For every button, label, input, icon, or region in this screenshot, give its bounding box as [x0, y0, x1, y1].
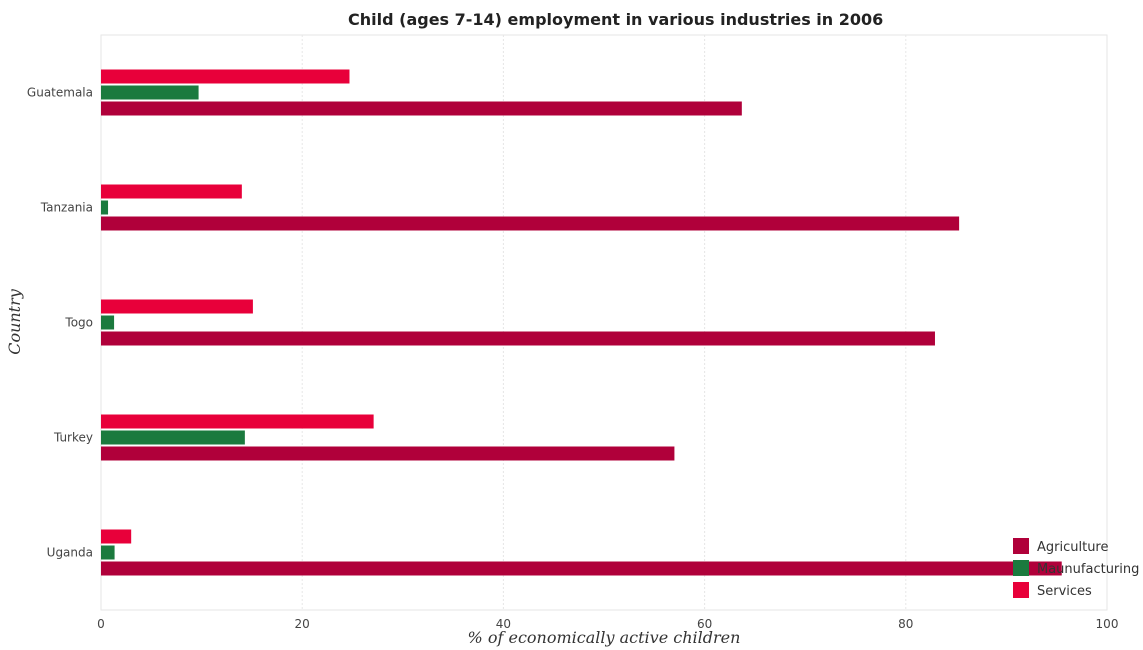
x-tick-label: 0	[97, 617, 105, 631]
x-tick-label: 80	[898, 617, 913, 631]
bars	[101, 69, 1062, 576]
x-axis-label: % of economically active children	[468, 628, 741, 647]
grid	[100, 35, 1108, 610]
x-tick-label: 20	[295, 617, 310, 631]
plot-frame	[100, 34, 1108, 611]
x-tick-label: 40	[496, 617, 511, 631]
y-tick-label: Guatemala	[27, 86, 93, 100]
y-tick-label: Togo	[64, 316, 93, 330]
bar-services-guatemala	[101, 69, 350, 84]
bar-maunufacturing-uganda	[101, 545, 115, 560]
bar-services-togo	[101, 299, 253, 314]
bar-services-tanzania	[101, 184, 242, 199]
y-tick-labels: Guatemala Tanzania Togo Turkey Uganda	[27, 86, 93, 560]
y-tick-label: Uganda	[47, 546, 93, 560]
bar-agriculture-togo	[101, 331, 935, 346]
x-tick-label: 100	[1096, 617, 1119, 631]
bar-maunufacturing-togo	[101, 315, 115, 330]
legend-swatch-maunufacturing	[1013, 560, 1029, 576]
legend-label-maunufacturing: Maunufacturing	[1037, 562, 1139, 577]
legend-swatch-services	[1013, 582, 1029, 598]
y-axis-label: Country	[5, 288, 24, 355]
y-tick-label: Tanzania	[40, 201, 93, 215]
bar-maunufacturing-tanzania	[101, 200, 109, 215]
bar-agriculture-uganda	[101, 561, 1062, 576]
y-tick-label: Turkey	[53, 431, 93, 445]
chart-title: Child (ages 7-14) employment in various …	[348, 10, 883, 29]
legend: Agriculture Maunufacturing Services	[1013, 538, 1139, 599]
bar-maunufacturing-turkey	[101, 430, 245, 445]
x-tick-label: 60	[697, 617, 712, 631]
bar-maunufacturing-guatemala	[101, 85, 199, 100]
bar-agriculture-tanzania	[101, 216, 960, 231]
bar-agriculture-guatemala	[101, 101, 742, 116]
legend-label-services: Services	[1037, 584, 1092, 599]
legend-swatch-agriculture	[1013, 538, 1029, 554]
bar-agriculture-turkey	[101, 446, 675, 461]
bar-services-turkey	[101, 414, 374, 429]
bar-services-uganda	[101, 529, 132, 544]
x-tick-labels: 0 20 40 60 80 100	[97, 617, 1118, 631]
legend-label-agriculture: Agriculture	[1037, 540, 1109, 555]
